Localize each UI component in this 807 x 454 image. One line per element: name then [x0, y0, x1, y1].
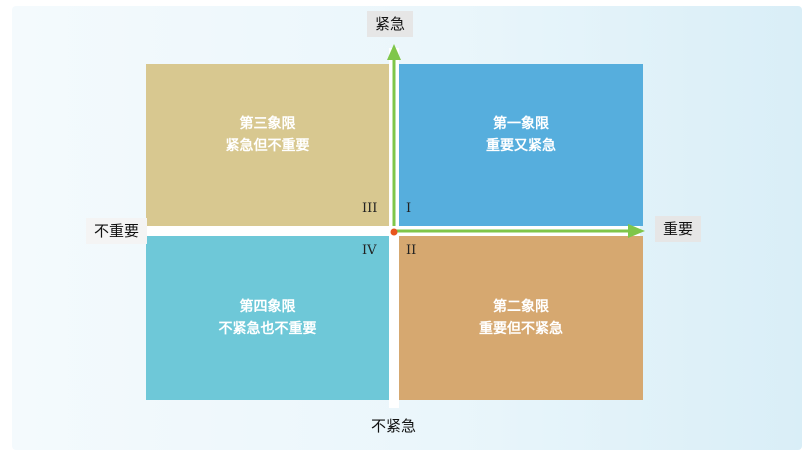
quadrant-2: 第二象限 重要但不紧急	[399, 236, 643, 400]
horizontal-axis-band	[140, 226, 640, 236]
quadrant-1-title: 第一象限	[493, 116, 549, 132]
quadrant-3-desc: 紧急但不重要	[225, 138, 310, 154]
roman-label-3: III	[362, 201, 378, 216]
roman-label-2: II	[406, 243, 417, 258]
origin-dot	[390, 228, 398, 236]
axis-label-not-urgent: 不紧急	[371, 417, 417, 435]
roman-label-1: I	[406, 201, 412, 216]
axis-label-important: 重要	[655, 216, 702, 242]
quadrant-4-title: 第四象限	[239, 299, 296, 315]
quadrant-3-title: 第三象限	[239, 116, 296, 132]
quadrant-1-desc: 重要又紧急	[486, 138, 556, 154]
axis-label-urgent: 紧急	[367, 11, 414, 37]
roman-label-4: IV	[362, 243, 377, 258]
quadrant-4: 第四象限 不紧急也不重要	[146, 236, 389, 400]
right-arrow-icon	[628, 224, 645, 238]
up-arrow-icon	[387, 44, 401, 60]
quadrant-4-desc: 不紧急也不重要	[218, 321, 317, 337]
quadrant-2-desc: 重要但不紧急	[479, 321, 563, 337]
axis-label-not-important: 不重要	[86, 218, 148, 244]
quadrant-1: 第一象限 重要又紧急	[399, 64, 643, 226]
quadrant-2-title: 第二象限	[493, 299, 549, 315]
quadrant-3: 第三象限 紧急但不重要	[146, 64, 389, 226]
